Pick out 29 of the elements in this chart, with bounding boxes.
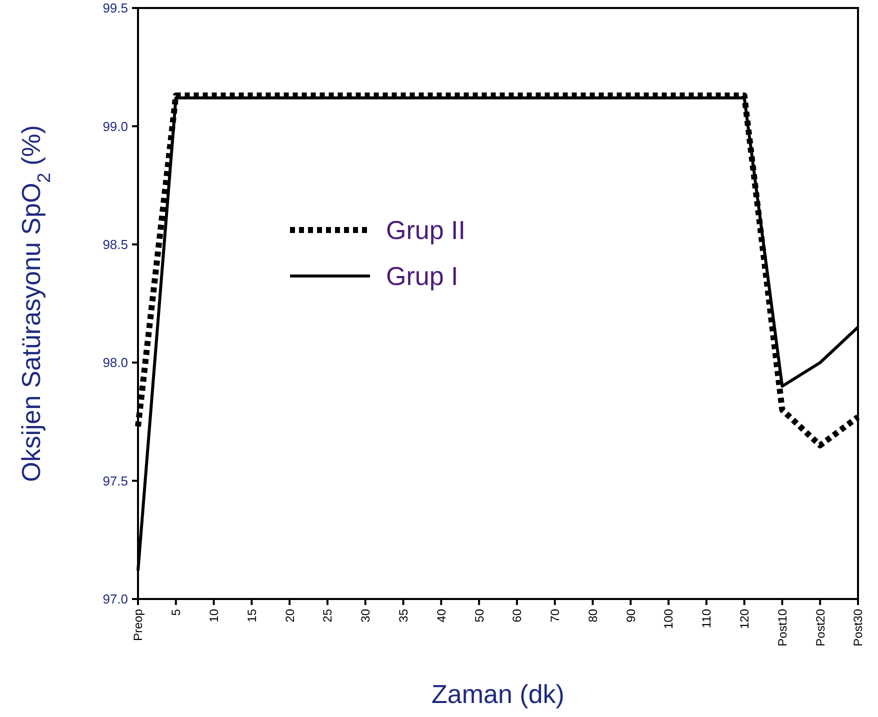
x-tick-label: 10: [206, 608, 221, 622]
x-tick-label: 25: [320, 608, 335, 622]
x-tick-label: 30: [358, 608, 373, 622]
x-tick-label: 70: [548, 608, 562, 622]
x-tick-label: 80: [586, 608, 600, 622]
x-tick-label: 120: [738, 608, 752, 630]
x-axis-title: Zaman (dk): [432, 679, 564, 709]
x-tick-label: Post10: [775, 608, 790, 646]
y-tick-label: 98.5: [102, 236, 128, 252]
x-tick-label: Post20: [813, 608, 828, 646]
y-tick-label: 99.0: [102, 118, 128, 134]
legend-label: Grup II: [386, 215, 466, 246]
x-tick-label: Post30: [851, 608, 866, 646]
x-tick-label: 90: [624, 608, 638, 622]
legend-label: Grup I: [386, 261, 458, 292]
x-tick-label: 40: [434, 608, 448, 622]
x-tick-label: 15: [244, 608, 259, 622]
x-tick-label: 50: [472, 608, 486, 622]
x-tick-label: 100: [662, 608, 676, 630]
y-tick-label: 97.5: [102, 473, 128, 488]
x-tick-label: Preop: [131, 608, 146, 642]
y-tick-label: 97.0: [102, 592, 128, 607]
x-tick-label: 5: [169, 608, 184, 616]
x-tick-label: 110: [700, 608, 714, 628]
y-tick-label: 98.0: [102, 355, 128, 370]
x-tick-label: 20: [282, 608, 297, 622]
x-tick-label: 60: [510, 608, 524, 622]
x-tick-label: 35: [396, 608, 410, 622]
y-tick-label: 99.5: [102, 0, 128, 16]
